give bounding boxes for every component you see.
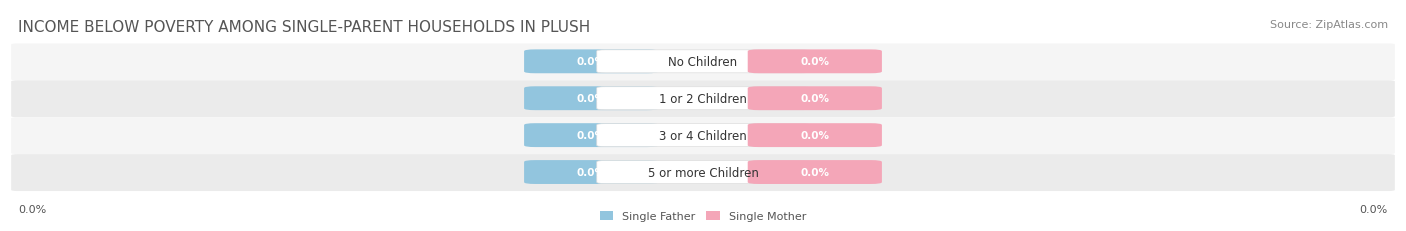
FancyBboxPatch shape xyxy=(748,87,882,111)
FancyBboxPatch shape xyxy=(596,87,810,110)
Text: 0.0%: 0.0% xyxy=(800,57,830,67)
Text: 1 or 2 Children: 1 or 2 Children xyxy=(659,92,747,105)
FancyBboxPatch shape xyxy=(596,51,810,73)
Text: 0.0%: 0.0% xyxy=(576,167,606,177)
FancyBboxPatch shape xyxy=(596,124,810,147)
Text: 0.0%: 0.0% xyxy=(1360,204,1388,214)
Text: 3 or 4 Children: 3 or 4 Children xyxy=(659,129,747,142)
Text: INCOME BELOW POVERTY AMONG SINGLE-PARENT HOUSEHOLDS IN PLUSH: INCOME BELOW POVERTY AMONG SINGLE-PARENT… xyxy=(18,20,591,35)
Text: 0.0%: 0.0% xyxy=(18,204,46,214)
FancyBboxPatch shape xyxy=(11,44,1395,81)
FancyBboxPatch shape xyxy=(596,161,810,184)
FancyBboxPatch shape xyxy=(11,155,1395,191)
FancyBboxPatch shape xyxy=(748,124,882,147)
FancyBboxPatch shape xyxy=(748,50,882,74)
FancyBboxPatch shape xyxy=(524,160,658,184)
FancyBboxPatch shape xyxy=(748,160,882,184)
FancyBboxPatch shape xyxy=(11,118,1395,155)
Text: 0.0%: 0.0% xyxy=(576,131,606,140)
Text: 0.0%: 0.0% xyxy=(800,167,830,177)
Text: Source: ZipAtlas.com: Source: ZipAtlas.com xyxy=(1270,20,1388,30)
Text: 0.0%: 0.0% xyxy=(800,131,830,140)
Text: 0.0%: 0.0% xyxy=(800,94,830,104)
Text: 5 or more Children: 5 or more Children xyxy=(648,166,758,179)
FancyBboxPatch shape xyxy=(524,50,658,74)
Text: 0.0%: 0.0% xyxy=(576,94,606,104)
Legend: Single Father, Single Mother: Single Father, Single Mother xyxy=(596,207,810,226)
Text: 0.0%: 0.0% xyxy=(576,57,606,67)
FancyBboxPatch shape xyxy=(11,81,1395,118)
FancyBboxPatch shape xyxy=(524,124,658,147)
Text: No Children: No Children xyxy=(668,56,738,69)
FancyBboxPatch shape xyxy=(524,87,658,111)
